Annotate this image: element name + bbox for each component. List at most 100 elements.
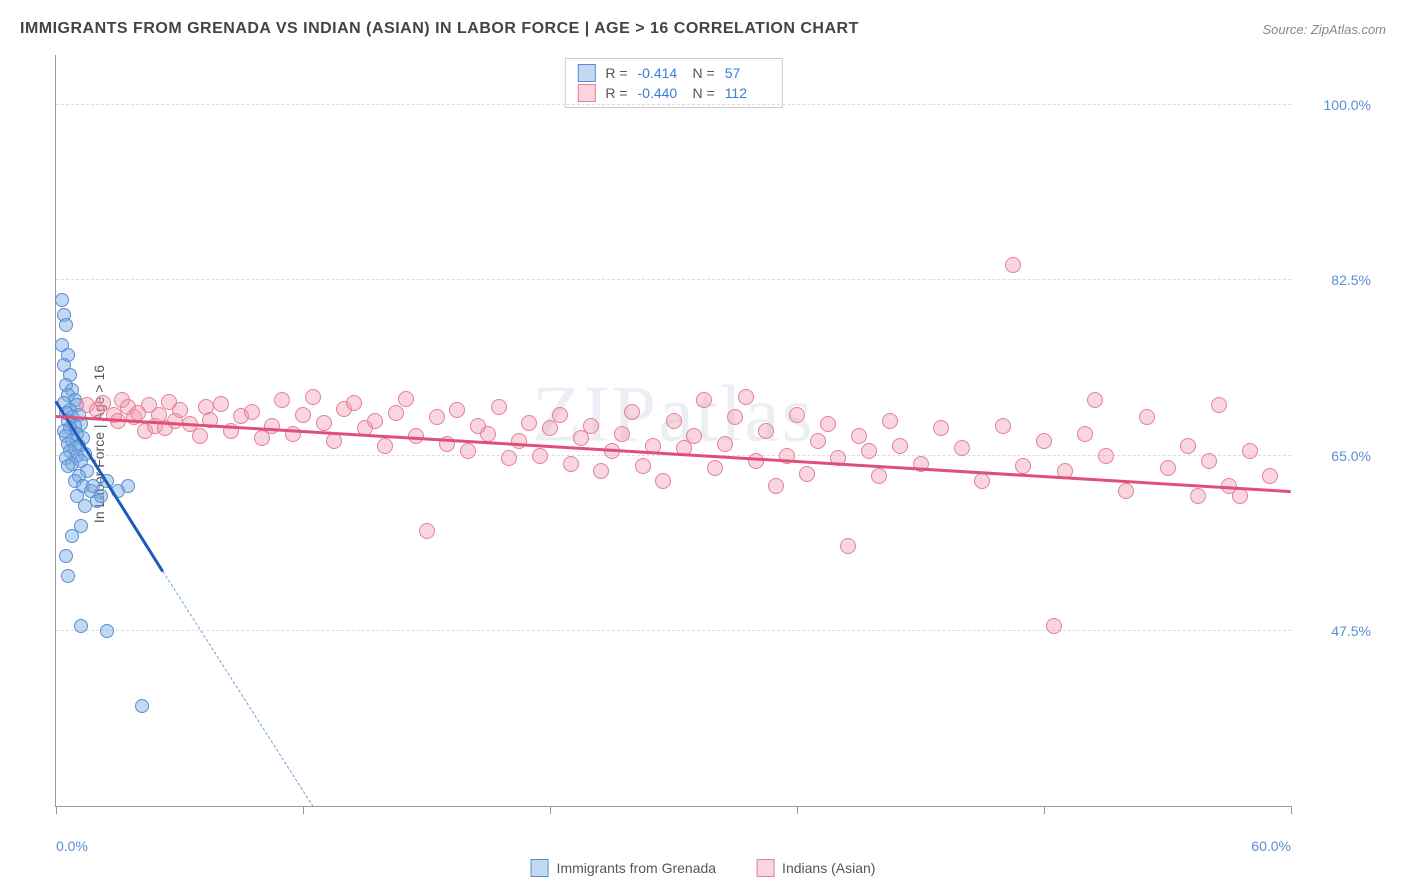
chart-header: IMMIGRANTS FROM GRENADA VS INDIAN (ASIAN… [20,20,1386,38]
data-point-indian [295,407,311,423]
data-point-indian [635,458,651,474]
stats-row-grenada: R = -0.414 N = 57 [577,63,769,83]
data-point-indian [1015,458,1031,474]
data-point-indian [799,466,815,482]
data-point-indian [552,407,568,423]
gridline [56,104,1291,105]
data-point-grenada [100,624,114,638]
data-point-grenada [59,318,73,332]
y-tick-label: 100.0% [1301,97,1371,113]
data-point-indian [1118,483,1134,499]
y-tick-label: 47.5% [1301,623,1371,639]
data-point-indian [1201,453,1217,469]
x-tick [1291,806,1292,814]
data-point-indian [213,396,229,412]
data-point-indian [316,415,332,431]
data-point-indian [398,391,414,407]
stat-n-value: 112 [725,85,770,101]
data-point-indian [820,416,836,432]
data-point-indian [305,389,321,405]
legend-item-grenada: Immigrants from Grenada [531,859,717,877]
data-point-grenada [135,699,149,713]
data-point-grenada [121,479,135,493]
data-point-indian [861,443,877,459]
data-point-indian [995,418,1011,434]
data-point-indian [727,409,743,425]
chart-title: IMMIGRANTS FROM GRENADA VS INDIAN (ASIAN… [20,20,859,38]
data-point-indian [1160,460,1176,476]
stat-n-value: 57 [725,65,770,81]
data-point-indian [851,428,867,444]
x-tick [550,806,551,814]
data-point-indian [593,463,609,479]
data-point-indian [274,392,290,408]
stats-row-indian: R = -0.440 N = 112 [577,83,769,103]
stats-legend-box: R = -0.414 N = 57 R = -0.440 N = 112 [564,58,782,108]
x-tick-label: 60.0% [1251,838,1291,854]
swatch-indian [577,84,595,102]
legend-item-indian: Indians (Asian) [756,859,875,877]
data-point-indian [264,418,280,434]
legend-swatch-grenada [531,859,549,877]
data-point-indian [933,420,949,436]
data-point-grenada [55,293,69,307]
data-point-indian [244,404,260,420]
data-point-indian [532,448,548,464]
data-point-indian [1190,488,1206,504]
data-point-indian [717,436,733,452]
legend-label: Immigrants from Grenada [557,860,717,876]
legend-label: Indians (Asian) [782,860,875,876]
data-point-indian [666,413,682,429]
data-point-indian [429,409,445,425]
data-point-indian [882,413,898,429]
swatch-grenada [577,64,595,82]
data-point-indian [974,473,990,489]
stat-r-value: -0.440 [638,85,683,101]
data-point-indian [707,460,723,476]
data-point-indian [285,426,301,442]
data-point-indian [449,402,465,418]
data-point-indian [810,433,826,449]
chart-container: In Labor Force | Age > 16 ZIPatlas R =-0… [55,55,1376,832]
data-point-indian [419,523,435,539]
stat-r-label: R = [605,65,627,81]
data-point-indian [1036,433,1052,449]
data-point-indian [954,440,970,456]
data-point-indian [614,426,630,442]
gridline [56,630,1291,631]
data-point-indian [408,428,424,444]
stat-r-value: -0.414 [638,65,683,81]
stat-n-label: N = [693,85,715,101]
data-point-indian [686,428,702,444]
x-tick [797,806,798,814]
stat-n-label: N = [693,65,715,81]
data-point-indian [1242,443,1258,459]
x-tick [1044,806,1045,814]
x-tick [56,806,57,814]
data-point-indian [346,395,362,411]
data-point-indian [1211,397,1227,413]
data-point-indian [768,478,784,494]
data-point-indian [563,456,579,472]
data-point-indian [521,415,537,431]
stat-r-label: R = [605,85,627,101]
data-point-indian [460,443,476,459]
data-point-indian [1232,488,1248,504]
data-point-indian [1262,468,1278,484]
data-point-indian [326,433,342,449]
data-point-indian [377,438,393,454]
trend-extrapolation [163,571,314,807]
y-tick-label: 65.0% [1301,448,1371,464]
data-point-indian [892,438,908,454]
data-point-indian [583,418,599,434]
data-point-grenada [74,619,88,633]
data-point-indian [789,407,805,423]
data-point-indian [840,538,856,554]
data-point-indian [367,413,383,429]
data-point-grenada [61,569,75,583]
data-point-indian [1005,257,1021,273]
data-point-grenada [94,489,108,503]
legend-swatch-indian [756,859,774,877]
data-point-indian [696,392,712,408]
x-tick-label: 0.0% [56,838,88,854]
